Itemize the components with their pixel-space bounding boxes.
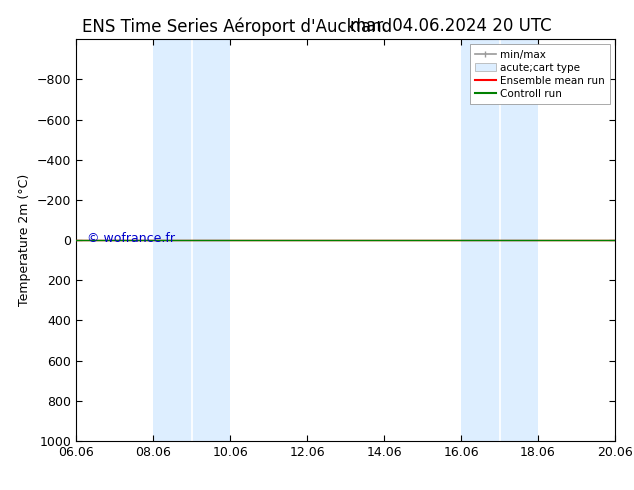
Bar (461, 39, 500, 441)
Y-axis label: Temperature 2m (°C): Temperature 2m (°C) (18, 174, 31, 306)
Bar (191, 39, 230, 441)
Legend: min/max, acute;cart type, Ensemble mean run, Controll run: min/max, acute;cart type, Ensemble mean … (470, 45, 610, 104)
Bar (153, 39, 191, 441)
Text: ENS Time Series Aéroport d'Auckland: ENS Time Series Aéroport d'Auckland (82, 17, 392, 36)
Text: mar. 04.06.2024 20 UTC: mar. 04.06.2024 20 UTC (350, 17, 552, 35)
Bar (500, 39, 538, 441)
Text: © wofrance.fr: © wofrance.fr (87, 232, 175, 245)
